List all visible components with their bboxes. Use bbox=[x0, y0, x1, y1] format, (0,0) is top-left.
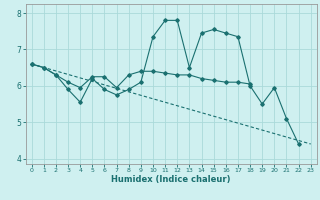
X-axis label: Humidex (Indice chaleur): Humidex (Indice chaleur) bbox=[111, 175, 231, 184]
